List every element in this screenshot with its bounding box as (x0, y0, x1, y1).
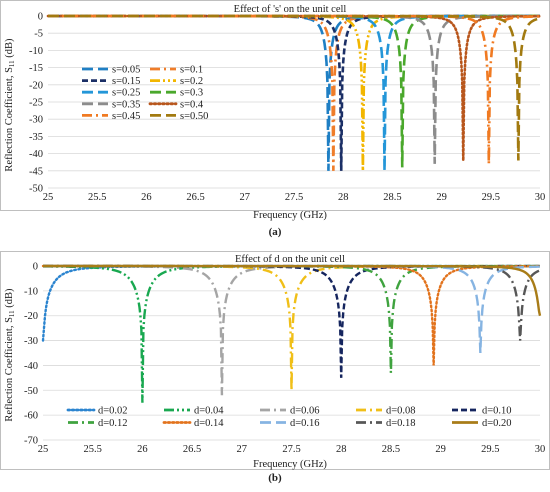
x-tick-label: 29.5 (482, 192, 500, 203)
x-tick-label: 27.5 (282, 444, 300, 455)
legend-label: s=0.50 (180, 111, 208, 122)
caption-a: (a) (269, 226, 282, 238)
chart-b-legend: d=0.02 d=0.04 d=0.06 d=0.08 d=0.10 d=0.12 d=0.… (66, 406, 512, 429)
x-tick-label: 26.5 (183, 444, 201, 455)
legend-label: s=0.35 (112, 99, 140, 110)
chart-a-series (46, 14, 542, 171)
x-tick-label: 29 (435, 444, 446, 455)
y-tick-label: -40 (29, 149, 43, 160)
y-tick-label: -45 (29, 166, 43, 177)
x-tick-label: 29.5 (481, 444, 499, 455)
y-tick-label: -30 (29, 115, 43, 126)
x-tick-label: 28.5 (383, 192, 401, 203)
x-tick-label: 26 (141, 192, 152, 203)
x-tick-label: 30 (535, 192, 546, 203)
legend-label: s=0.45 (112, 111, 140, 122)
y-tick-label: -20 (24, 311, 38, 322)
y-tick-label: -30 (24, 336, 38, 347)
y-tick-label: -10 (29, 46, 43, 57)
legend-label: d=0.08 (386, 406, 416, 417)
x-tick-label: 25 (38, 444, 49, 455)
y-tick-label: -60 (24, 411, 38, 422)
y-tick-label: -40 (24, 361, 38, 372)
chart-b-x-ticks: 25 25.5 26 26.5 27 27.5 28 28.5 29 29.5 30 (38, 444, 546, 455)
chart-a-y-label: Reflection Coefficient, S11 (dB) (4, 38, 16, 172)
caption-b: (b) (268, 472, 282, 484)
legend-label: d=0.14 (194, 418, 224, 429)
chart-a-x-ticks: 25 25.5 26 26.5 27 27.5 28 28.5 29 29.5 30 (43, 192, 546, 203)
legend-label: s=0.4 (180, 99, 204, 110)
chart-a-y-label-main: Reflection Coefficient, S (4, 67, 15, 172)
chart-a-y-ticks: 0 -5 -10 -15 -20 -25 -30 -35 -40 -45 -50 (29, 12, 43, 195)
y-tick-label: -10 (24, 286, 38, 297)
chart-d-effect: Effect of d on the unit cell 0 -10 -20 -30 -… (0, 251, 550, 470)
y-tick-label: 0 (33, 262, 38, 273)
legend-label: d=0.06 (290, 406, 320, 417)
chart-b-title: Effect of d on the unit cell (235, 254, 345, 265)
x-tick-label: 25 (43, 192, 54, 203)
chart-b-y-ticks: 0 -10 -20 -30 -40 -50 -60 -70 (24, 262, 38, 447)
chart-b-x-label: Frequency (GHz) (253, 459, 327, 470)
legend-label: s=0.15 (112, 76, 140, 87)
y-tick-label: -35 (29, 132, 43, 143)
x-tick-label: 26.5 (186, 192, 204, 203)
legend-label: d=0.18 (386, 418, 416, 429)
y-tick-label: -25 (29, 98, 43, 109)
chart-b-y-label-main: Reflection Coefficient, S (4, 317, 15, 422)
series-line-s-0-50 (48, 14, 541, 161)
chart-a-legend: s=0.05 s=0.1s=0.15 s=0.2s=0.25 s=0.3s=0.35 s… (82, 65, 208, 122)
chart-b-series (41, 264, 542, 403)
legend-label: s=0.25 (112, 88, 140, 99)
legend-label: d=0.04 (194, 406, 224, 417)
chart-b-frame (0, 251, 550, 470)
y-tick-label: -5 (34, 29, 43, 40)
legend-label: s=0.05 (112, 65, 140, 76)
legend-label: s=0.2 (180, 76, 203, 87)
x-tick-label: 28 (338, 192, 349, 203)
chart-a-frame (0, 0, 550, 211)
legend-label: s=0.3 (180, 88, 203, 99)
y-tick-label: -70 (24, 436, 38, 447)
x-tick-label: 28 (336, 444, 347, 455)
chart-a-y-label-tail: (dB) (4, 38, 15, 60)
x-tick-label: 25.5 (84, 444, 102, 455)
chart-b-y-label-tail: (dB) (4, 288, 15, 310)
x-tick-label: 26 (137, 444, 148, 455)
legend-label: d=0.12 (98, 418, 128, 429)
x-tick-label: 28.5 (382, 444, 400, 455)
y-tick-label: -50 (24, 386, 38, 397)
x-tick-label: 25.5 (88, 192, 106, 203)
x-tick-label: 27 (240, 192, 251, 203)
legend-label: d=0.10 (482, 406, 512, 417)
y-tick-label: -20 (29, 80, 43, 91)
series-line-d-0-20 (43, 264, 542, 316)
chart-a-title: Effect of 's' on the unit cell (234, 4, 347, 15)
chart-s-effect: Effect of 's' on the unit cell 0 -5 -10 -15… (0, 0, 550, 221)
legend-label: d=0.16 (290, 418, 320, 429)
y-tick-label: -50 (29, 184, 43, 195)
chart-a-x-label: Frequency (GHz) (253, 210, 327, 221)
x-tick-label: 27 (237, 444, 248, 455)
legend-label: d=0.02 (98, 406, 128, 417)
chart-a-y-label-sub: 11 (8, 60, 16, 67)
y-tick-label: 0 (38, 12, 43, 23)
chart-b-y-label-sub: 11 (8, 310, 16, 317)
x-tick-label: 30 (535, 444, 546, 455)
x-tick-label: 29 (436, 192, 447, 203)
x-tick-label: 27.5 (285, 192, 303, 203)
legend-label: d=0.20 (482, 418, 512, 429)
chart-b-y-label: Reflection Coefficient, S11 (dB) (4, 288, 16, 422)
legend-label: s=0.1 (180, 65, 203, 76)
y-tick-label: -15 (29, 63, 43, 74)
